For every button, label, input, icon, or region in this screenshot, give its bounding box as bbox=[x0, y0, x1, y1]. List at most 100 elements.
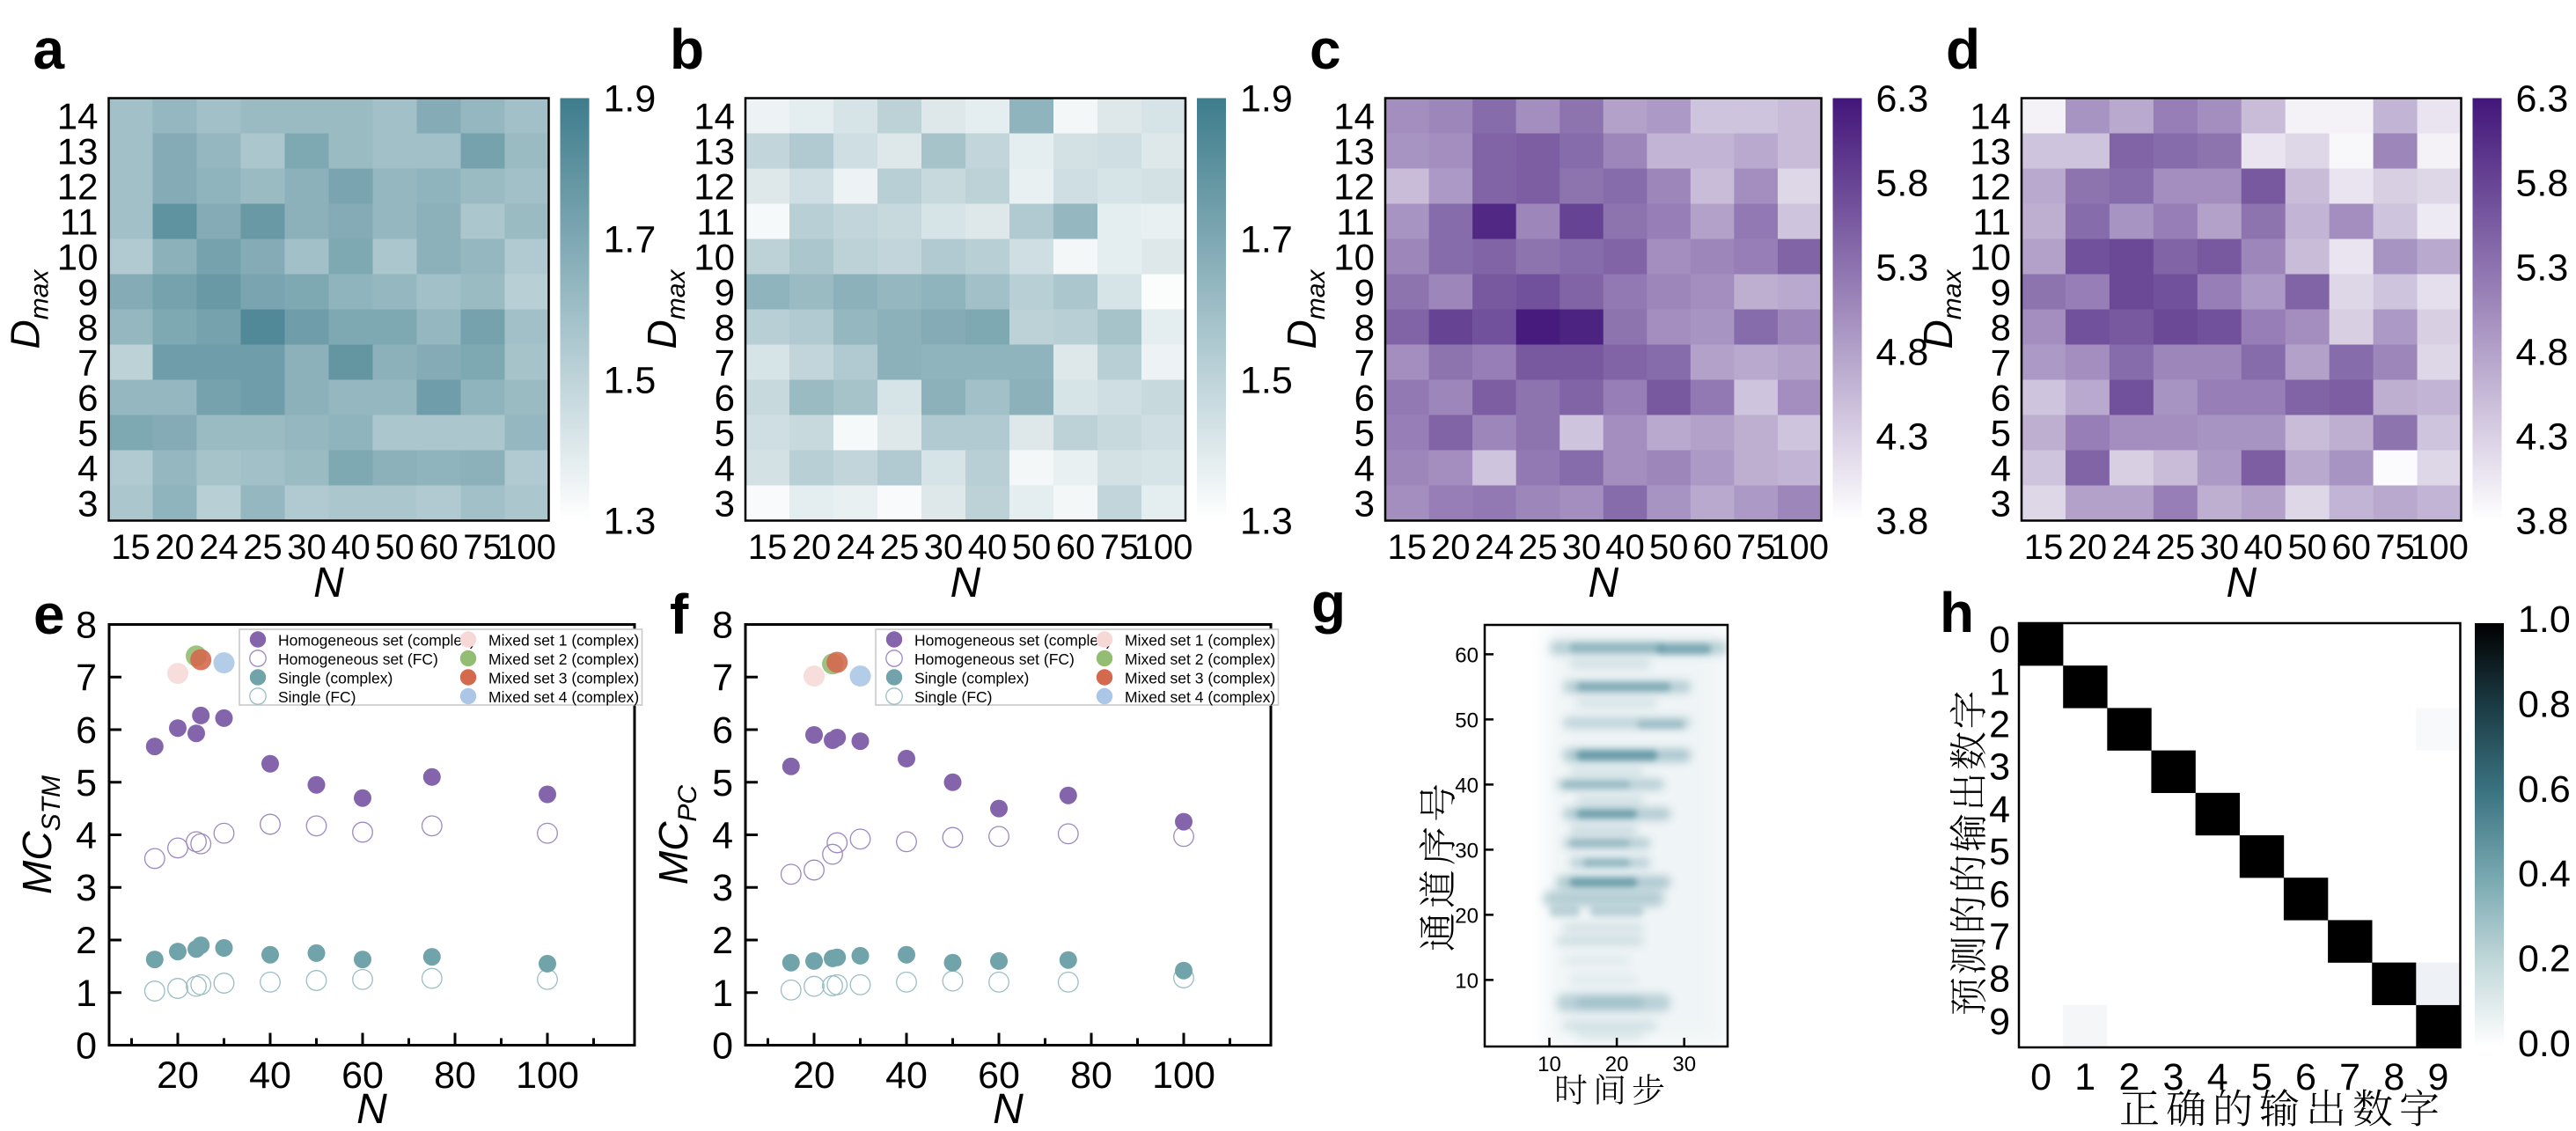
svg-text:40: 40 bbox=[1605, 528, 1645, 567]
svg-text:Single (complex): Single (complex) bbox=[278, 670, 393, 687]
svg-text:5: 5 bbox=[1989, 831, 2010, 873]
svg-text:60: 60 bbox=[341, 1054, 384, 1097]
svg-text:75: 75 bbox=[1736, 528, 1776, 567]
svg-text:30: 30 bbox=[1672, 1053, 1696, 1076]
svg-text:7: 7 bbox=[2339, 1056, 2360, 1098]
svg-text:5: 5 bbox=[2251, 1056, 2272, 1098]
svg-text:Mixed set 4 (complex): Mixed set 4 (complex) bbox=[1125, 688, 1275, 706]
svg-text:a: a bbox=[33, 18, 65, 81]
svg-text:25: 25 bbox=[2156, 528, 2196, 567]
svg-text:0.8: 0.8 bbox=[2518, 683, 2571, 725]
svg-text:80: 80 bbox=[434, 1054, 476, 1097]
svg-text:4: 4 bbox=[1354, 448, 1375, 489]
svg-text:6: 6 bbox=[1991, 378, 2011, 419]
svg-text:Mixed set 2 (complex): Mixed set 2 (complex) bbox=[488, 650, 639, 668]
svg-text:6.3: 6.3 bbox=[1876, 78, 1929, 121]
svg-text:1.7: 1.7 bbox=[604, 219, 657, 261]
svg-text:30: 30 bbox=[2200, 528, 2240, 567]
svg-text:4.3: 4.3 bbox=[1876, 416, 1929, 459]
svg-text:Mixed set 4 (complex): Mixed set 4 (complex) bbox=[488, 688, 639, 706]
svg-text:100: 100 bbox=[2410, 528, 2469, 567]
svg-text:Mixed set 3 (complex): Mixed set 3 (complex) bbox=[1125, 670, 1275, 687]
svg-text:0: 0 bbox=[2030, 1056, 2051, 1098]
svg-text:1: 1 bbox=[712, 973, 733, 1015]
svg-text:20: 20 bbox=[1605, 1053, 1629, 1076]
svg-text:0.2: 0.2 bbox=[2518, 938, 2571, 980]
svg-text:14: 14 bbox=[1333, 96, 1375, 137]
svg-text:8: 8 bbox=[1989, 958, 2010, 1001]
svg-text:8: 8 bbox=[1354, 307, 1375, 349]
svg-text:1.3: 1.3 bbox=[1240, 501, 1293, 543]
svg-text:11: 11 bbox=[60, 202, 99, 243]
svg-text:50: 50 bbox=[1455, 709, 1479, 732]
svg-text:11: 11 bbox=[1972, 202, 2011, 243]
svg-text:40: 40 bbox=[2243, 528, 2283, 567]
svg-text:9: 9 bbox=[1354, 272, 1375, 313]
svg-text:15: 15 bbox=[1388, 528, 1427, 567]
svg-text:c: c bbox=[1310, 18, 1341, 81]
svg-text:11: 11 bbox=[696, 202, 735, 243]
svg-text:40: 40 bbox=[1455, 774, 1479, 797]
svg-text:8: 8 bbox=[76, 605, 97, 647]
svg-text:6.3: 6.3 bbox=[2516, 78, 2569, 121]
svg-text:7: 7 bbox=[1989, 916, 2010, 958]
svg-text:8: 8 bbox=[77, 307, 98, 349]
svg-text:1: 1 bbox=[76, 973, 97, 1015]
svg-text:3: 3 bbox=[1991, 483, 2011, 525]
svg-text:e: e bbox=[33, 583, 65, 646]
svg-text:30: 30 bbox=[1562, 528, 1602, 567]
svg-text:4: 4 bbox=[712, 815, 733, 857]
svg-text:5: 5 bbox=[712, 762, 733, 804]
svg-text:13: 13 bbox=[694, 131, 735, 173]
svg-text:Mixed set 1 (complex): Mixed set 1 (complex) bbox=[488, 632, 639, 650]
svg-text:10: 10 bbox=[1455, 969, 1479, 993]
svg-text:5: 5 bbox=[1991, 413, 2011, 454]
svg-text:12: 12 bbox=[1970, 166, 2011, 208]
svg-text:7: 7 bbox=[715, 342, 735, 384]
svg-text:10: 10 bbox=[1538, 1053, 1561, 1076]
svg-text:100: 100 bbox=[516, 1054, 579, 1097]
svg-text:5: 5 bbox=[76, 762, 97, 804]
svg-text:25: 25 bbox=[243, 528, 283, 567]
svg-text:Homogeneous set (FC): Homogeneous set (FC) bbox=[278, 650, 438, 668]
svg-text:6: 6 bbox=[712, 709, 733, 752]
svg-text:75: 75 bbox=[463, 528, 503, 567]
svg-text:20: 20 bbox=[1455, 904, 1479, 928]
svg-text:75: 75 bbox=[2375, 528, 2415, 567]
svg-text:100: 100 bbox=[1152, 1054, 1215, 1097]
svg-text:30: 30 bbox=[1455, 839, 1479, 863]
svg-text:Single (FC): Single (FC) bbox=[914, 688, 993, 706]
svg-text:30: 30 bbox=[287, 528, 327, 567]
svg-text:5.8: 5.8 bbox=[1876, 163, 1929, 205]
svg-text:9: 9 bbox=[715, 272, 735, 313]
svg-text:7: 7 bbox=[77, 342, 98, 384]
svg-text:1.3: 1.3 bbox=[604, 501, 657, 543]
svg-text:5.3: 5.3 bbox=[2516, 247, 2569, 290]
svg-text:5: 5 bbox=[1354, 413, 1375, 454]
svg-text:50: 50 bbox=[375, 528, 415, 567]
svg-text:60: 60 bbox=[1692, 528, 1732, 567]
svg-text:25: 25 bbox=[1518, 528, 1558, 567]
svg-text:24: 24 bbox=[1475, 528, 1515, 567]
svg-text:60: 60 bbox=[1056, 528, 1096, 567]
svg-text:1.9: 1.9 bbox=[604, 78, 657, 121]
svg-text:9: 9 bbox=[77, 272, 98, 313]
svg-text:3: 3 bbox=[77, 483, 98, 525]
svg-text:6: 6 bbox=[715, 378, 735, 419]
svg-text:4: 4 bbox=[1989, 789, 2010, 831]
svg-text:12: 12 bbox=[1333, 166, 1375, 208]
svg-text:3: 3 bbox=[2163, 1056, 2184, 1098]
svg-text:1.5: 1.5 bbox=[604, 360, 657, 402]
svg-text:100: 100 bbox=[1134, 528, 1193, 567]
svg-text:1.7: 1.7 bbox=[1240, 219, 1293, 261]
svg-text:3.8: 3.8 bbox=[2516, 501, 2569, 543]
svg-text:8: 8 bbox=[1991, 307, 2011, 349]
svg-text:d: d bbox=[1946, 18, 1980, 81]
svg-text:25: 25 bbox=[880, 528, 920, 567]
svg-text:100: 100 bbox=[1770, 528, 1829, 567]
svg-text:b: b bbox=[670, 18, 704, 81]
svg-text:5: 5 bbox=[715, 413, 735, 454]
svg-text:20: 20 bbox=[793, 1054, 835, 1097]
svg-text:20: 20 bbox=[792, 528, 832, 567]
svg-text:1.5: 1.5 bbox=[1240, 360, 1293, 402]
